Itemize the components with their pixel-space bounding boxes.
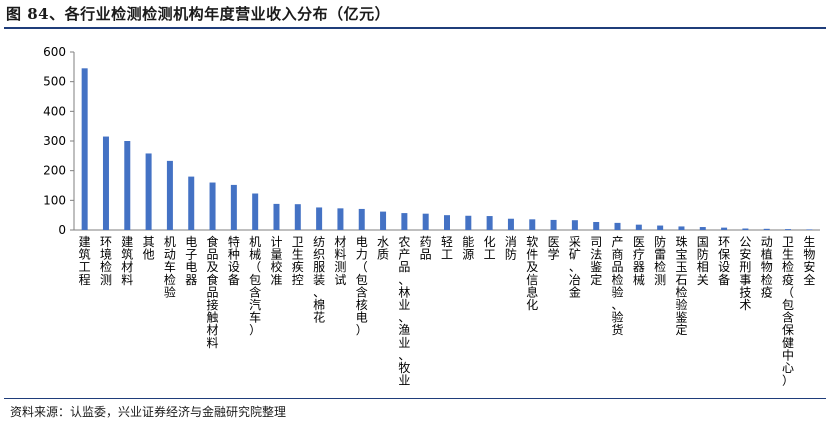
x-tick-label: 产商品检验、验货 [612, 235, 624, 337]
source-divider [4, 398, 826, 399]
x-tick-label: 卫生检疫（包含保健中心） [782, 235, 794, 388]
bar [444, 215, 450, 230]
bar [529, 219, 536, 230]
source-note: 资料来源：认监委，兴业证券经济与金融研究院整理 [10, 405, 287, 419]
x-tick-label: 水质 [377, 235, 389, 262]
y-tick-label: 500 [43, 75, 66, 89]
x-tick-label: 建筑材料 [121, 235, 133, 287]
bar [273, 203, 280, 230]
x-tick-label: 消防 [505, 235, 517, 262]
bar [316, 207, 323, 230]
x-tick-label: 环境检测 [100, 235, 112, 287]
x-tick-label: 珠宝玉石检验鉴定 [675, 235, 687, 337]
x-tick-label: 电力（包含核电） [356, 235, 368, 337]
x-tick-label: 医疗器械 [633, 235, 645, 287]
y-tick-label: 400 [43, 104, 66, 118]
x-tick-label: 特种设备 [228, 234, 240, 287]
bar [401, 213, 408, 230]
bar [678, 226, 685, 230]
x-tick-label: 机械（包含汽车） [249, 235, 261, 337]
x-tick-label: 生物安全 [803, 235, 815, 287]
bar [422, 213, 429, 230]
y-tick-label: 100 [43, 193, 66, 207]
bar [252, 193, 259, 230]
bar [486, 216, 493, 230]
x-tick-label: 药品 [420, 235, 432, 262]
bar [358, 208, 365, 230]
y-tick-label: 0 [58, 223, 66, 237]
bar [188, 176, 195, 230]
x-tick-label: 动植物检疫 [761, 235, 773, 299]
bar [380, 211, 387, 230]
x-tick-label: 国防相关 [697, 235, 709, 287]
bar [593, 221, 600, 230]
y-tick-label: 200 [43, 164, 66, 178]
x-tick-label: 采矿、冶金 [569, 235, 581, 299]
bar [550, 219, 557, 230]
bar [657, 225, 664, 230]
x-tick-label: 食品及食品接触材料 [207, 234, 219, 350]
title-divider [4, 27, 826, 29]
bar [806, 229, 813, 230]
bar [166, 160, 173, 230]
bar [742, 228, 749, 230]
bar [294, 204, 301, 230]
x-tick-label: 机动车检验 [164, 235, 176, 299]
bar [230, 184, 237, 230]
y-tick-label: 300 [43, 134, 66, 148]
x-tick-label: 计量校准 [270, 235, 282, 287]
bar [81, 68, 88, 230]
x-tick-label: 建筑工程 [79, 235, 91, 287]
bar [209, 182, 216, 230]
x-tick-label: 司法鉴定 [590, 235, 602, 287]
x-tick-label: 农产品、林业、渔业、牧业 [398, 235, 410, 388]
x-tick-label: 纺织服装、棉花 [313, 235, 325, 325]
x-tick-label: 化工 [484, 235, 496, 262]
bar [721, 227, 728, 230]
x-tick-label: 其他 [143, 235, 155, 262]
bar [763, 228, 770, 230]
x-tick-label: 卫生疾控 [292, 235, 304, 287]
x-tick-label: 公安刑事技术 [739, 235, 751, 312]
x-tick-label: 环保设备 [718, 235, 730, 287]
bar [614, 222, 621, 230]
bar [571, 220, 578, 230]
bar [507, 218, 514, 230]
bar [699, 227, 706, 230]
x-tick-label: 能源 [462, 235, 474, 262]
x-tick-label: 材料测试 [334, 235, 346, 287]
bar [635, 224, 642, 230]
bar-chart: 0 100 200 300 400 500 600 建筑工程环境检测建筑材料其他机动车检验电子… [43, 45, 820, 388]
x-tick-label: 电子电器 [185, 235, 197, 287]
figure-title: 图 84、各行业检测检测机构年度营业收入分布（亿元） [6, 5, 391, 23]
bar [785, 229, 792, 230]
x-tick-label: 医学 [548, 235, 560, 262]
bar [124, 141, 131, 230]
bar [102, 136, 109, 230]
bar [465, 215, 472, 230]
bar [145, 153, 152, 230]
y-tick-label: 600 [43, 45, 66, 59]
x-tick-label: 轻工 [441, 235, 453, 262]
x-tick-label: 防雷检测 [654, 234, 666, 287]
bar [337, 208, 344, 230]
x-tick-label: 软件及信息化 [526, 235, 538, 312]
